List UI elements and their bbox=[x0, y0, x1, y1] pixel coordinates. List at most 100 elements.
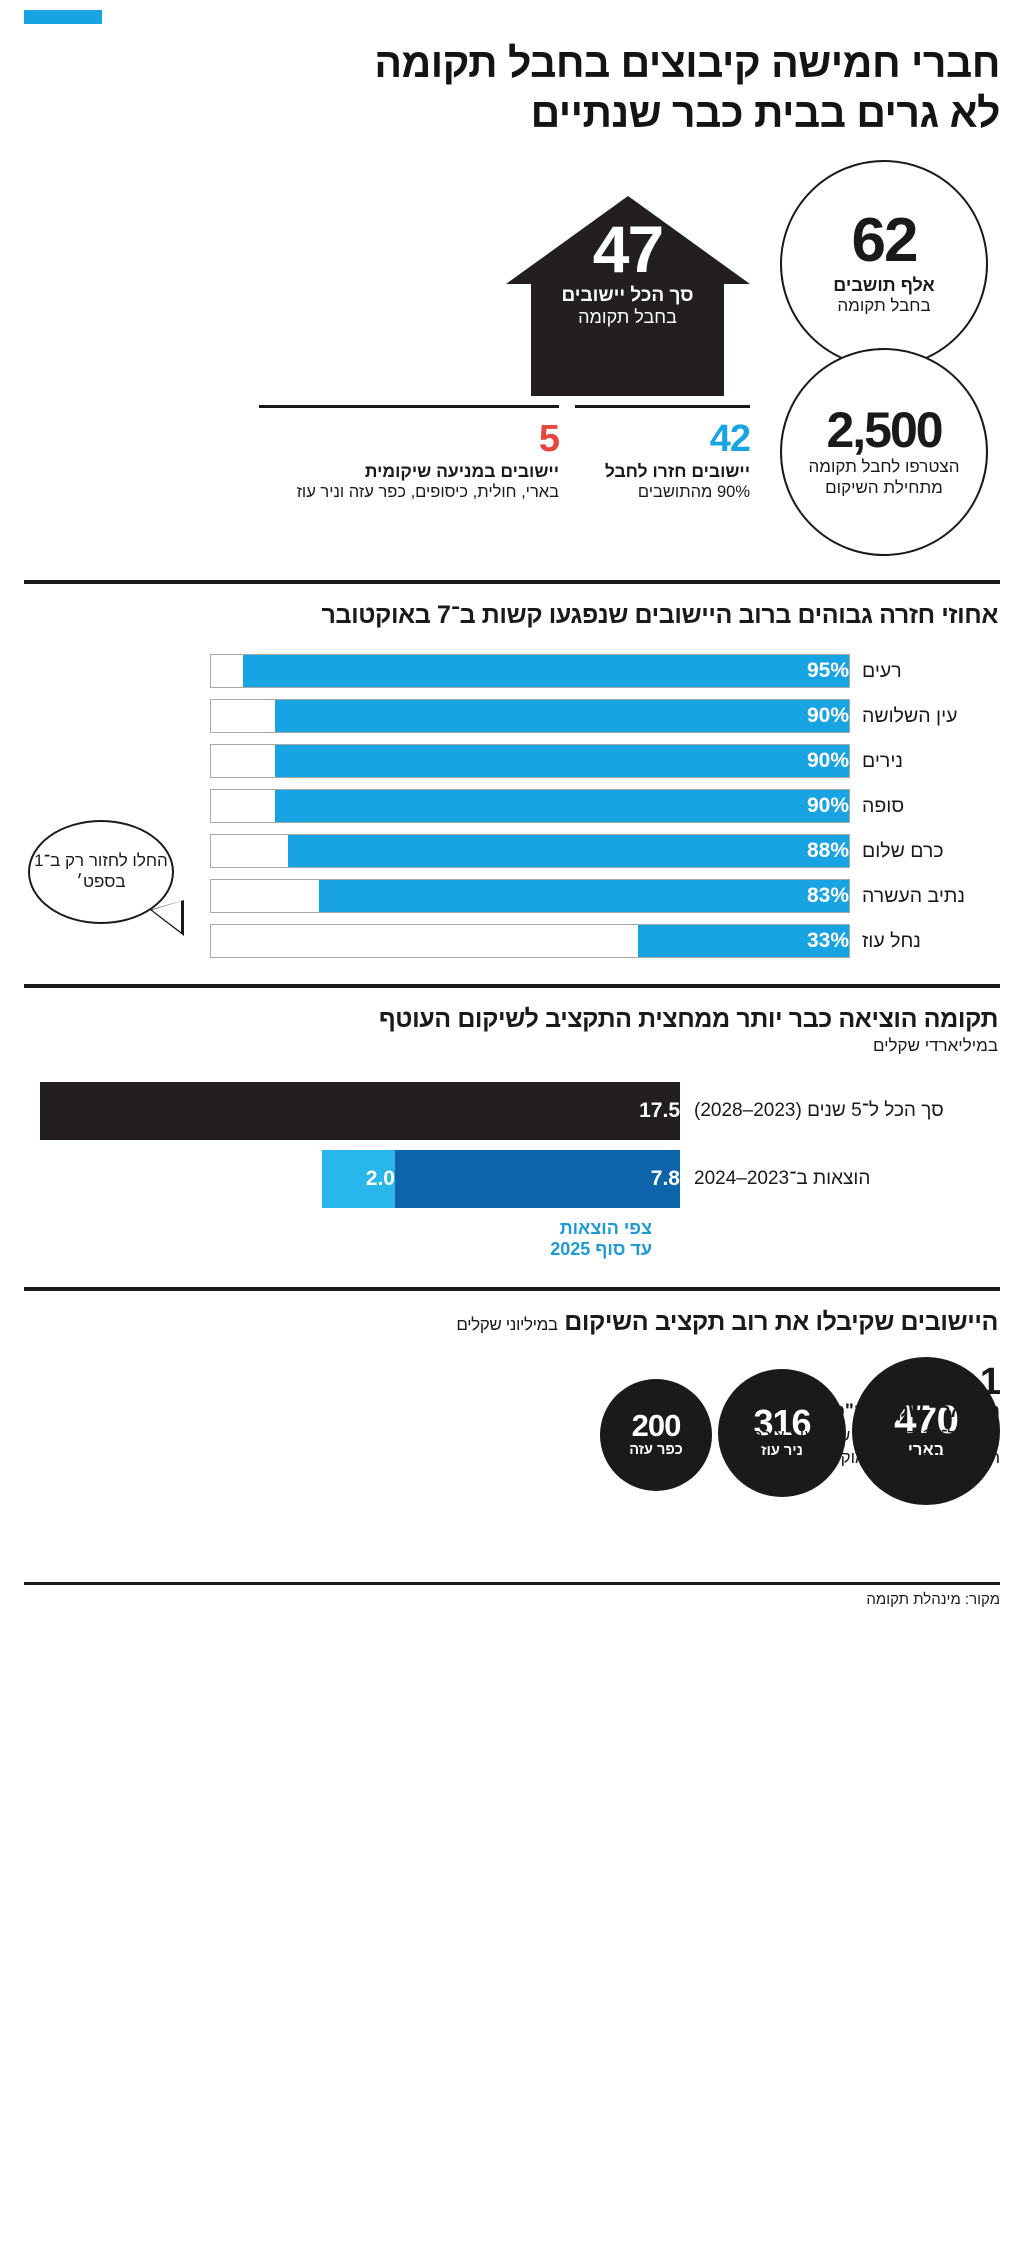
settlements-section-header: היישובים שקיבלו את רוב תקציב השיקום במיל… bbox=[24, 1291, 1000, 1337]
summary-bold-label: מיליארד שקל סה"כ bbox=[834, 1400, 1000, 1422]
table-row: עין השלושה 90% bbox=[30, 697, 1000, 735]
house-icon: 47 סך הכל יישובים בחבל תקומה bbox=[505, 196, 750, 397]
stat-circle-number: 62 bbox=[851, 206, 919, 276]
house-number: 47 bbox=[592, 212, 664, 287]
table-row: כרם שלום 88% bbox=[30, 832, 1000, 870]
source-note: מקור: מינהלת תקומה bbox=[866, 1590, 1000, 1608]
bar-value: 88% bbox=[287, 835, 849, 868]
title-line-2: לא גרים בבית כבר שנתיים bbox=[530, 90, 1001, 137]
mini-box-number: 42 bbox=[709, 418, 751, 461]
settlement-bubble-beeri: 470 בארי bbox=[852, 1356, 1000, 1505]
top-stats-section: 62 אלף תושבים בחבל תקומה 2,500 הצטרפו לח… bbox=[24, 160, 1000, 580]
bar-track: 90% bbox=[210, 699, 850, 734]
settlements-summary: 1.1 מיליארד שקל סה"כ הוקצו ל־10 היישובים… bbox=[738, 1360, 1001, 1468]
table-row: סך הכל ל־5 שנים (2023–2028) 17.5 bbox=[30, 1082, 1000, 1141]
house-sub-label: בחבל תקומה bbox=[578, 306, 677, 327]
settlements-title-text: היישובים שקיבלו את רוב תקציב השיקום bbox=[564, 1307, 998, 1336]
bar-value: 90% bbox=[274, 700, 849, 733]
bar-value: 90% bbox=[274, 745, 849, 778]
mini-box-sub-label: 90% מהתושבים bbox=[637, 483, 750, 502]
budget-bar-group: 17.5 bbox=[40, 1082, 680, 1141]
budget-note-line-2: עד סוף 2025 bbox=[550, 1239, 652, 1260]
summary-number: 1.1 bbox=[950, 1360, 1001, 1403]
budget-section-header: תקומה הוציאה כבר יותר ממחצית התקציב לשיק… bbox=[24, 988, 1000, 1056]
bar-track: 33% bbox=[210, 924, 850, 959]
stat-circle-new-residents: 2,500 הצטרפו לחבל תקומה מתחילת השיקום bbox=[780, 348, 988, 557]
bar-track: 83% bbox=[210, 879, 850, 914]
stat-circle-bold-label: אלף תושבים bbox=[833, 274, 935, 295]
budget-section-title: תקומה הוציאה כבר יותר ממחצית התקציב לשיק… bbox=[378, 1005, 999, 1034]
section-divider-return bbox=[24, 580, 1000, 585]
settlements-section-title: היישובים שקיבלו את רוב תקציב השיקום במיל… bbox=[26, 1307, 998, 1337]
bar-label: נחל עוז bbox=[862, 929, 921, 952]
section-divider-settlements bbox=[24, 1286, 1000, 1291]
bar-value: 83% bbox=[319, 880, 849, 913]
mini-box-number: 5 bbox=[538, 418, 560, 461]
bar-label: נתיב העשרה bbox=[862, 884, 965, 907]
budget-section-subtitle: במיליארדי שקלים bbox=[872, 1036, 998, 1056]
stat-circle-number: 2,500 bbox=[826, 402, 943, 459]
callout-text: החלו לחזור רק ב־1 בספט׳ bbox=[34, 851, 168, 892]
mini-box-bold-label: יישובים במניעה שיקומית bbox=[364, 461, 559, 482]
mini-box-sub-label: בארי, חולית, כיסופים, כפר עזה וניר עוז bbox=[296, 483, 559, 502]
budget-bar-chart: סך הכל ל־5 שנים (2023–2028) 17.5 הוצאות … bbox=[24, 1082, 1000, 1260]
settlement-value: 470 bbox=[894, 1397, 959, 1442]
settlement-name: כפר עזה bbox=[629, 1442, 683, 1459]
section-divider-budget bbox=[24, 984, 1000, 989]
settlement-bubble-nir-oz: 316 ניר עוז bbox=[718, 1368, 846, 1497]
budget-projected-bar: 2.0 bbox=[322, 1150, 395, 1209]
bar-track: 95% bbox=[210, 654, 850, 689]
bar-label: סופה bbox=[862, 794, 905, 817]
settlement-bubble-group: 470 בארי 316 ניר עוז 200 כפר עזה bbox=[24, 1356, 1000, 1505]
table-row: הוצאות ב־2023–2024 7.8 2.0 bbox=[30, 1150, 1000, 1209]
bar-label: רעים bbox=[862, 659, 902, 682]
budget-bar-label: הוצאות ב־2023–2024 bbox=[694, 1168, 871, 1190]
bar-value: 95% bbox=[242, 655, 849, 688]
page-title: חברי חמישה קיבוצים בחבל תקומה לא גרים בב… bbox=[24, 0, 1000, 138]
table-row: נירים 90% bbox=[30, 742, 1000, 780]
bar-track: 90% bbox=[210, 744, 850, 779]
budget-spent-bar: 7.8 bbox=[395, 1150, 680, 1209]
settlement-name: ניר עוז bbox=[761, 1442, 803, 1459]
house-body-shape bbox=[531, 283, 724, 397]
mini-stat-boxes: 42 יישובים חזרו לחבל 90% מהתושבים 5 יישו… bbox=[250, 405, 751, 502]
settlement-value: 316 bbox=[753, 1402, 811, 1444]
stat-circle-residents: 62 אלף תושבים בחבל תקומה bbox=[780, 160, 988, 369]
mini-box-returned: 42 יישובים חזרו לחבל 90% מהתושבים bbox=[575, 405, 751, 502]
house-stat-block: 47 סך הכל יישובים בחבל תקומה bbox=[505, 196, 750, 397]
table-row: נחל עוז 33% bbox=[30, 922, 1000, 960]
bar-label: נירים bbox=[862, 749, 903, 772]
mini-box-bold-label: יישובים חזרו לחבל bbox=[604, 461, 750, 482]
settlement-value: 200 bbox=[631, 1407, 682, 1443]
stat-circle-sub-label: הצטרפו לחבל תקומה מתחילת השיקום bbox=[808, 457, 960, 497]
bar-label: כרם שלום bbox=[862, 839, 944, 862]
budget-total-bar: 17.5 bbox=[40, 1082, 680, 1141]
table-row: סופה 90% bbox=[30, 787, 1000, 825]
bar-track: 88% bbox=[210, 834, 850, 869]
summary-text: הוקצו ל־10 היישובים שנפגעו בצורה הקשה בי… bbox=[751, 1426, 1000, 1467]
settlements-subtitle-text: במיליוני שקלים bbox=[456, 1314, 558, 1334]
budget-projection-note: צפי הוצאות עד סוף 2025 bbox=[30, 1218, 1000, 1260]
settlement-name: בארי bbox=[907, 1441, 945, 1460]
bar-value: 33% bbox=[638, 925, 849, 958]
budget-bar-label: סך הכל ל־5 שנים (2023–2028) bbox=[694, 1100, 944, 1122]
stat-circle-sub-label: בחבל תקומה bbox=[837, 296, 931, 316]
mini-box-blocked: 5 יישובים במניעה שיקומית בארי, חולית, כי… bbox=[259, 405, 560, 502]
footer-divider bbox=[24, 1581, 1000, 1585]
return-section-title: אחוזי חזרה גבוהים ברוב היישובים שנפגעו ק… bbox=[321, 601, 999, 630]
bar-label: עין השלושה bbox=[862, 704, 958, 727]
bar-track: 90% bbox=[210, 789, 850, 824]
accent-bar bbox=[24, 10, 102, 24]
budget-bar-group: 7.8 2.0 bbox=[322, 1150, 680, 1209]
bar-value: 90% bbox=[274, 790, 849, 823]
return-bar-chart: רעים 95% עין השלושה 90% נירים 90% סופה 9… bbox=[24, 652, 1000, 960]
settlements-circles-section: 1.1 מיליארד שקל סה"כ הוקצו ל־10 היישובים… bbox=[24, 1356, 1001, 1572]
table-row: נתיב העשרה 83% bbox=[30, 877, 1000, 915]
table-row: רעים 95% bbox=[30, 652, 1000, 690]
callout-bubble: החלו לחזור רק ב־1 בספט׳ bbox=[28, 820, 174, 925]
callout-tail-fill bbox=[152, 901, 181, 933]
house-roof-shape bbox=[506, 196, 750, 285]
budget-note-line-1: צפי הוצאות bbox=[559, 1218, 652, 1239]
title-line-1: חברי חמישה קיבוצים בחבל תקומה bbox=[374, 40, 1000, 86]
